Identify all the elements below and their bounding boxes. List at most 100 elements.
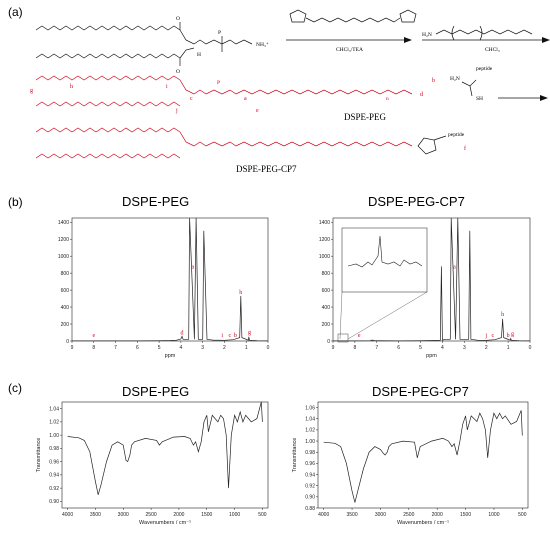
reagent-1-text: CHCl₃/TEA xyxy=(336,47,363,53)
plot-frame xyxy=(61,401,269,509)
h2n-group: H₂N xyxy=(422,32,432,38)
panel-c-label: (c) xyxy=(8,381,22,395)
y-tick-label: 0.98 xyxy=(305,450,315,456)
y-tick-label: 1.00 xyxy=(49,433,59,439)
y-tick-label: 0.98 xyxy=(49,446,59,452)
x-tick-label: 1000 xyxy=(229,512,240,518)
y-tick-label: 0.92 xyxy=(49,486,59,492)
dspe-peg-cp7-structure xyxy=(35,127,413,159)
y-tick-label: 0.94 xyxy=(305,472,315,478)
atom-label-j: j xyxy=(175,108,178,114)
y-tick-label: 0.94 xyxy=(49,473,59,479)
peak-label: a xyxy=(192,265,195,271)
y-tick-label: 1200 xyxy=(58,237,69,243)
x-tick-label: 4 xyxy=(179,345,182,351)
x-tick-label: 2000 xyxy=(173,512,184,518)
peptide-label-2: peptide xyxy=(448,132,465,138)
y-tick-label: 1200 xyxy=(319,237,330,243)
x-tick-label: 2500 xyxy=(146,512,157,518)
atom-label-e: e xyxy=(256,108,259,114)
y-tick-label: 1.04 xyxy=(49,406,59,412)
x-tick-label: 3500 xyxy=(346,512,357,518)
peptide-label-1: peptide xyxy=(476,66,493,72)
plot-frame xyxy=(332,217,531,342)
x-tick-label: 3 xyxy=(201,345,204,351)
y-tick-label: 600 xyxy=(61,288,70,294)
y-tick-label: 1.06 xyxy=(305,405,315,411)
nhs-ester-reagent xyxy=(289,9,417,23)
x-tick-label: 5 xyxy=(158,345,161,351)
compound-label-dspe-peg-cp7: DSPE-PEG-CP7 xyxy=(236,164,297,174)
x-axis-label: ppm xyxy=(165,353,176,359)
y-tick-label: 1.04 xyxy=(305,417,315,423)
y-tick-label: 0.92 xyxy=(305,483,315,489)
y-tick-label: 200 xyxy=(322,322,331,328)
x-tick-label: 3000 xyxy=(375,512,386,518)
peak-label: g xyxy=(511,332,514,338)
x-tick-label: 4000 xyxy=(62,512,73,518)
x-tick-label: 6 xyxy=(136,345,139,351)
ftir-left-title: DSPE-PEG xyxy=(122,384,189,399)
carbonyl-o-1: O xyxy=(176,16,180,22)
y-tick-label: 1400 xyxy=(58,220,69,226)
y-axis-label: Transmittance xyxy=(36,438,42,473)
x-axis-label: Wavenumbers / cm⁻¹ xyxy=(139,520,191,526)
plot-frame xyxy=(71,217,269,342)
dspe-peg-structure xyxy=(35,75,413,107)
peg-phosphate-p: P xyxy=(217,80,220,86)
peak-label: i xyxy=(221,333,223,339)
compound-label-dspe-peg: DSPE-PEG xyxy=(344,112,387,122)
series-line xyxy=(323,410,523,503)
x-tick-label: 5 xyxy=(419,345,422,351)
x-tick-label: 2000 xyxy=(432,512,443,518)
x-tick-label: 0 xyxy=(267,345,270,351)
peak-label: c xyxy=(229,333,232,339)
y-tick-label: 1000 xyxy=(58,254,69,260)
y-tick-label: 600 xyxy=(322,288,331,294)
reaction-arrowhead-2 xyxy=(542,37,550,43)
atom-label-g: g xyxy=(30,88,33,94)
peak-label: h xyxy=(501,312,504,318)
y-tick-label: 400 xyxy=(61,305,70,311)
x-tick-label: 6 xyxy=(397,345,400,351)
atom-label-h: h xyxy=(70,84,73,90)
nmr-left-title: DSPE-PEG xyxy=(122,194,189,209)
peak-label: g xyxy=(248,330,251,336)
x-tick-label: 1000 xyxy=(488,512,499,518)
x-tick-label: 1500 xyxy=(201,512,212,518)
x-axis-label: Wavenumbers / cm⁻¹ xyxy=(397,520,449,526)
x-tick-label: 1 xyxy=(245,345,248,351)
y-tick-label: 800 xyxy=(61,271,70,277)
atom-label-c: c xyxy=(190,96,193,102)
y-tick-label: 0.96 xyxy=(305,461,315,467)
atom-label-b: b xyxy=(432,78,435,84)
peak-label: b xyxy=(234,333,237,339)
y-tick-label: 400 xyxy=(322,305,331,311)
dspe-structure xyxy=(35,22,253,66)
x-tick-label: 3 xyxy=(463,345,466,351)
panel-b-label: (b) xyxy=(8,195,23,209)
y-tick-label: 1000 xyxy=(319,254,330,260)
peak-label: j xyxy=(484,333,487,339)
x-axis-label: ppm xyxy=(426,353,437,359)
series-line xyxy=(333,217,531,342)
nmr-inset xyxy=(337,227,428,343)
x-tick-label: 8 xyxy=(353,345,356,351)
x-tick-label: 4 xyxy=(441,345,444,351)
y-tick-label: 0.90 xyxy=(49,499,59,505)
chiral-h: H xyxy=(197,52,201,58)
ftir-right-title: DSPE-PEG-CP7 xyxy=(372,384,469,399)
atom-label-f: f xyxy=(464,145,466,152)
peak-label: d xyxy=(180,330,183,336)
y-tick-label: 1.00 xyxy=(305,439,315,445)
atom-label-a: a xyxy=(244,96,247,102)
y-tick-label: 0.96 xyxy=(49,459,59,465)
x-tick-label: 2500 xyxy=(403,512,414,518)
y-tick-label: 0 xyxy=(66,339,69,345)
ftir-left-plot: 4000 3500 3000 2500 2000 1500 1000 500 0.90 0.92 0… xyxy=(36,401,269,526)
x-tick-label: 3000 xyxy=(118,512,129,518)
x-tick-label: 4000 xyxy=(318,512,329,518)
peg-subscript-n: n xyxy=(386,96,389,102)
peak-label: c xyxy=(491,333,494,339)
